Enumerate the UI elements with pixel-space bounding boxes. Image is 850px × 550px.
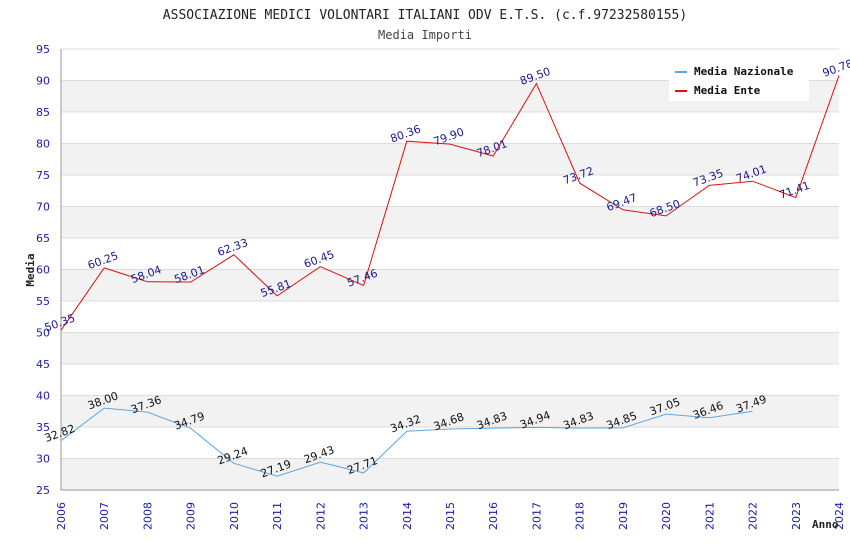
data-label-1: 90.78 <box>821 57 850 80</box>
y-tick-label: 85 <box>36 106 50 119</box>
x-axis-label: Anno <box>812 518 839 531</box>
y-tick-label: 40 <box>36 390 50 403</box>
x-tick-label: 2018 <box>574 502 587 530</box>
legend-label-media-ente: Media Ente <box>694 84 761 97</box>
grid-band <box>61 458 839 490</box>
y-tick-label: 25 <box>36 484 50 497</box>
y-tick-label: 50 <box>36 327 50 340</box>
y-tick-label: 45 <box>36 358 50 371</box>
x-tick-label: 2017 <box>530 502 543 530</box>
grid-band <box>61 206 839 238</box>
y-tick-label: 75 <box>36 169 50 182</box>
y-tick-label: 80 <box>36 138 50 151</box>
x-tick-label: 2021 <box>703 502 716 530</box>
legend-background <box>669 59 809 101</box>
x-tick-label: 2012 <box>314 502 327 530</box>
data-label-1: 50.35 <box>43 312 77 335</box>
y-tick-label: 65 <box>36 232 50 245</box>
y-tick-labels: 25 30 35 40 45 50 55 60 65 70 75 80 85 90 95 <box>36 43 50 497</box>
y-tick-label: 35 <box>36 421 50 434</box>
y-tick-label: 60 <box>36 264 50 277</box>
x-tick-label: 2024 <box>833 502 846 530</box>
series-line-1 <box>60 75 840 331</box>
series-line-0 <box>60 407 753 477</box>
x-tick-label: 2007 <box>98 502 111 530</box>
x-tick-label: 2013 <box>358 502 371 530</box>
grid-band <box>61 395 839 427</box>
x-tick-label: 2023 <box>790 502 803 530</box>
x-tick-label: 2020 <box>660 502 673 530</box>
x-tick-label: 2022 <box>747 502 760 530</box>
series-lines <box>60 75 840 477</box>
x-tick-label: 2006 <box>55 502 68 530</box>
axes <box>60 49 839 491</box>
chart-subtitle: Media Importi <box>378 28 472 42</box>
legend: Media Nazionale Media Ente <box>669 59 809 101</box>
x-tick-label: 2014 <box>401 502 414 530</box>
grid-band <box>61 332 839 364</box>
x-tick-label: 2016 <box>487 502 500 530</box>
x-tick-label: 2009 <box>185 502 198 530</box>
x-tick-labels: 2006 2007 2008 2009 2010 2011 2012 2013 2014 2015… <box>55 502 846 530</box>
chart-title: ASSOCIAZIONE MEDICI VOLONTARI ITALIANI O… <box>163 8 687 23</box>
grid-band <box>61 269 839 301</box>
data-label-1: 71.41 <box>778 179 812 202</box>
y-tick-label: 90 <box>36 75 50 88</box>
x-tick-label: 2011 <box>271 502 284 530</box>
grid-band <box>61 143 839 175</box>
y-tick-label: 70 <box>36 201 50 214</box>
data-label-1: 60.25 <box>86 249 120 272</box>
legend-label-media-nazionale: Media Nazionale <box>694 65 794 78</box>
y-tick-label: 95 <box>36 43 50 56</box>
x-tick-label: 2019 <box>617 502 630 530</box>
x-tick-label: 2015 <box>444 502 457 530</box>
y-axis-label: Media <box>24 253 37 286</box>
background-bands <box>61 80 839 490</box>
y-tick-label: 30 <box>36 453 50 466</box>
y-tick-label: 55 <box>36 295 50 308</box>
x-tick-label: 2008 <box>141 502 154 530</box>
x-tick-label: 2010 <box>228 502 241 530</box>
